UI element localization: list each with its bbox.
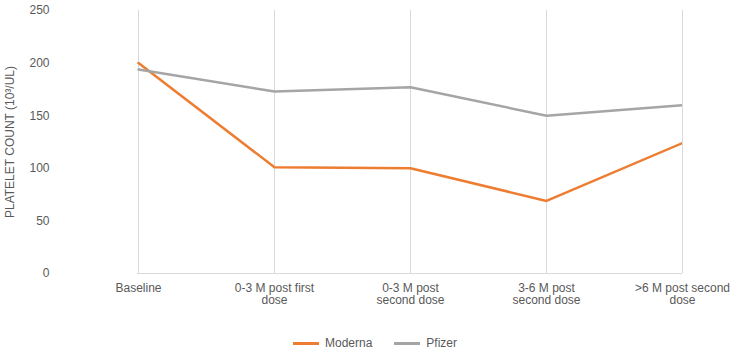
svg-text:200: 200 xyxy=(29,56,49,70)
svg-text:150: 150 xyxy=(29,109,49,123)
svg-text:0-3 M post firstdose: 0-3 M post firstdose xyxy=(235,281,315,307)
svg-text:250: 250 xyxy=(29,3,49,17)
svg-text:Baseline: Baseline xyxy=(115,281,161,295)
html-text:Moderna: Moderna xyxy=(325,336,373,350)
html-text:Pfizer: Pfizer xyxy=(426,336,457,350)
svg-text:3-6 M postsecond dose: 3-6 M postsecond dose xyxy=(512,281,580,307)
svg-text:0: 0 xyxy=(43,266,50,280)
svg-text:>6 M post seconddose: >6 M post seconddose xyxy=(635,281,730,307)
svg-text:50: 50 xyxy=(36,214,50,228)
svg-text:100: 100 xyxy=(29,161,49,175)
svg-text:0-3 M postsecond dose: 0-3 M postsecond dose xyxy=(376,281,444,307)
svg-text:PLATELET COUNT (10³/UL): PLATELET COUNT (10³/UL) xyxy=(3,66,17,218)
